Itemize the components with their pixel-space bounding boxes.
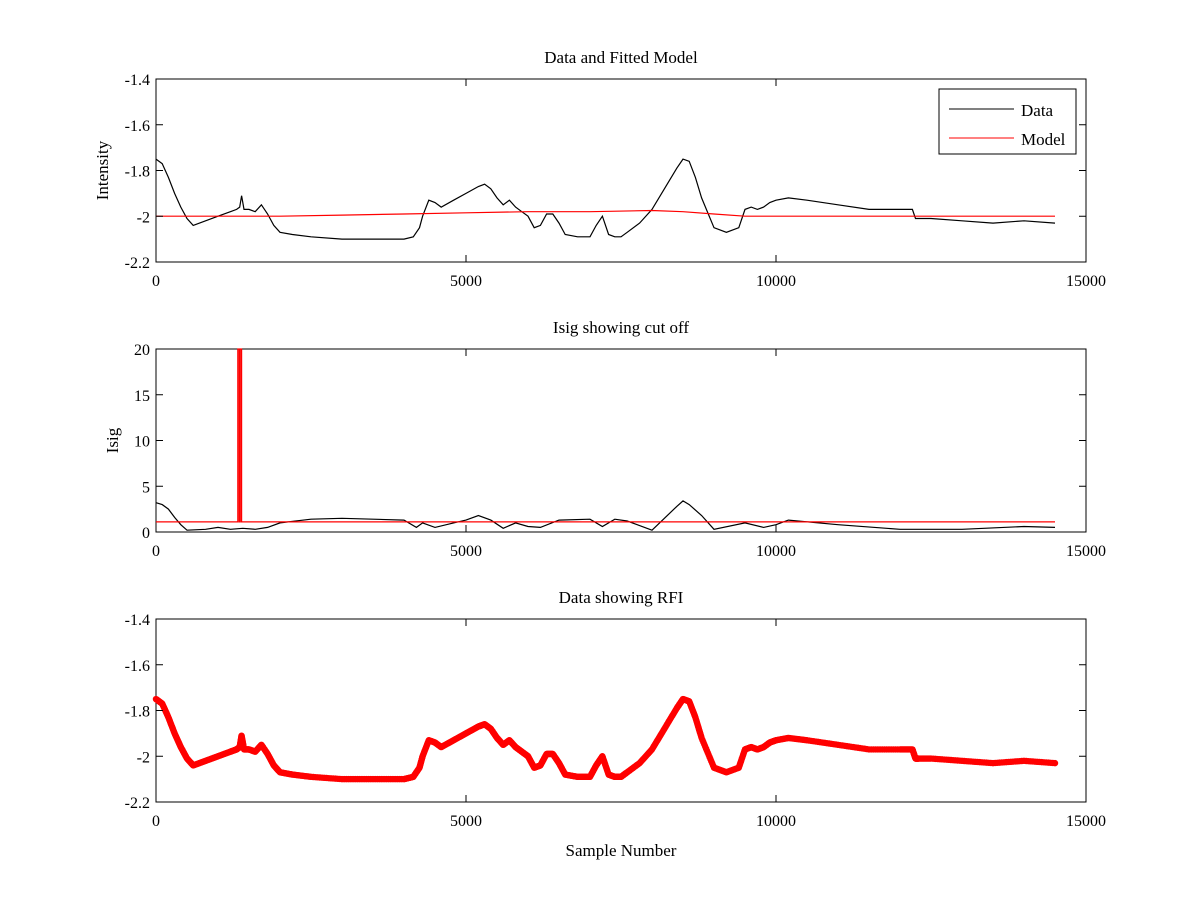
series-2-line — [156, 348, 1055, 523]
plot-frame — [155, 348, 1087, 533]
y-axis-label: Intensity — [93, 140, 112, 200]
y-tick-label: -2.2 — [125, 255, 150, 272]
tick-layer: 0 5000 10000 15000 0 5 10 15 20 — [134, 342, 1106, 560]
y-tick-label: -1.4 — [125, 612, 150, 629]
y-tick-label: -2 — [137, 749, 150, 766]
y-tick-label: -1.6 — [125, 658, 150, 675]
tick-layer: 0 5000 10000 15000 -2.2 -2 -1.8 -1.6 -1.4 — [125, 612, 1106, 830]
x-tick-label: 5000 — [450, 813, 482, 830]
series-1 — [152, 695, 1059, 783]
y-tick-label: 5 — [142, 479, 150, 496]
chart-panel-intensity: Data and Fitted Model Intensity 0 5000 100… — [93, 48, 1106, 290]
y-tick-label: 10 — [134, 434, 150, 451]
chart-title: Data showing RFI — [559, 588, 684, 607]
x-tick-label: 15000 — [1066, 543, 1106, 560]
chart-title: Data and Fitted Model — [544, 48, 698, 67]
plot-frame — [155, 618, 1087, 803]
y-tick-label: -2.2 — [125, 795, 150, 812]
data-point — [1051, 759, 1059, 767]
legend-box — [938, 88, 1077, 155]
y-tick-label: -1.4 — [125, 72, 150, 89]
x-tick-label: 10000 — [756, 543, 796, 560]
y-axis-label: Isig — [103, 427, 122, 453]
series-layer — [155, 348, 1056, 531]
x-tick-label: 0 — [152, 273, 160, 290]
x-tick-label: 5000 — [450, 543, 482, 560]
y-tick-label: -1.8 — [125, 164, 150, 181]
x-tick-label: 0 — [152, 813, 160, 830]
legend-label-model: Model — [1021, 130, 1066, 149]
series-model-line — [156, 209, 1055, 217]
chart-title: Isig showing cut off — [553, 318, 689, 337]
y-tick-label: 20 — [134, 342, 150, 359]
y-tick-label: -1.8 — [125, 704, 150, 721]
tick-layer: 0 5000 10000 15000 -2.2 -2 -1.8 -1.6 -1.4 — [125, 72, 1106, 290]
y-tick-label: -1.6 — [125, 118, 150, 135]
chart-panel-isig: Isig showing cut off Isig 0 5000 10000 1500… — [103, 318, 1106, 560]
plot-frame — [155, 78, 1087, 263]
chart-panel-rfi: Data showing RFI Sample Number 0 5000 1000… — [125, 588, 1106, 860]
y-tick-label: 0 — [142, 525, 150, 542]
series-layer — [152, 695, 1059, 783]
y-tick-label: 15 — [134, 388, 150, 405]
y-tick-label: -2 — [137, 209, 150, 226]
x-tick-label: 5000 — [450, 273, 482, 290]
series-1-line — [155, 500, 1056, 531]
series-data-line — [155, 158, 1056, 240]
x-tick-label: 15000 — [1066, 273, 1106, 290]
x-tick-label: 10000 — [756, 273, 796, 290]
x-tick-label: 0 — [152, 543, 160, 560]
x-tick-label: 15000 — [1066, 813, 1106, 830]
x-axis-label: Sample Number — [566, 841, 677, 860]
legend: Data Model — [938, 88, 1077, 155]
x-tick-label: 10000 — [756, 813, 796, 830]
legend-label-data: Data — [1021, 101, 1054, 120]
series-layer — [155, 158, 1056, 240]
